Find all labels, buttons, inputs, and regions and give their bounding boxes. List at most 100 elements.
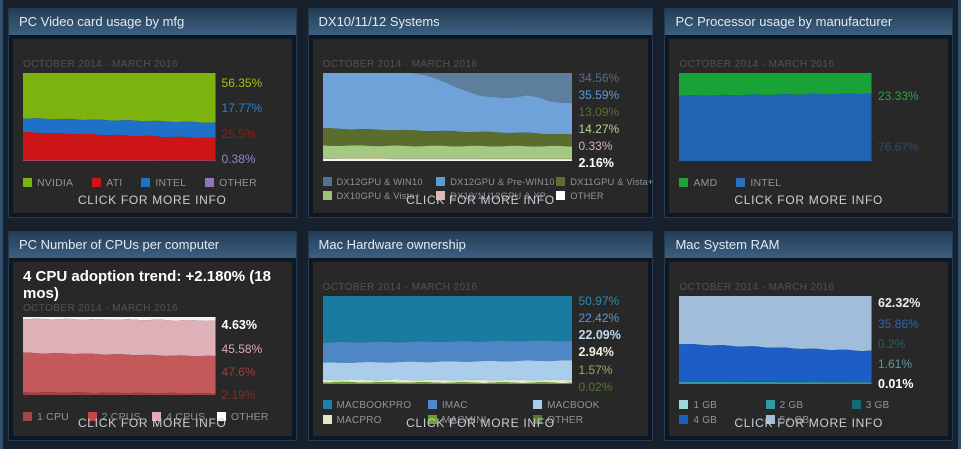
legend-label: OTHER: [230, 411, 269, 423]
legend-swatch-intel-icon: [736, 178, 746, 187]
percent-label: 13.09%: [578, 105, 620, 120]
stacked-area-chart[interactable]: [23, 317, 216, 395]
legend-label: 1 GB: [693, 400, 718, 411]
percent-label: 23.33%: [878, 88, 919, 103]
area-macbookpro: [322, 296, 573, 343]
date-range-label: OCTOBER 2014 - MARCH 2016: [679, 282, 835, 293]
legend: NVIDIA ATI INTEL OTHER: [23, 177, 282, 189]
legend-label: 2 CPUS: [101, 411, 141, 423]
area-5-gb: [679, 296, 872, 351]
panel-dx-systems[interactable]: DX10/11/12 Systems OCTOBER 2014 - MARCH …: [307, 8, 654, 218]
legend-item-1-gb: 1 GB: [679, 400, 765, 411]
legend-swatch-2-gb-icon: [765, 400, 775, 409]
more-info-link[interactable]: CLICK FOR MORE INFO: [77, 193, 227, 207]
area-4-gb: [679, 344, 872, 383]
percent-label: 56.35%: [221, 75, 263, 90]
stacked-area-chart[interactable]: [322, 296, 573, 384]
percent-label: 17.77%: [221, 101, 263, 116]
chart-row: 4.63% 45.58% 47.6% 2.19%: [23, 317, 282, 406]
percent-label: 45.58%: [221, 341, 263, 356]
trend-headline: 4 CPU adoption trend: +2.180% (18 mos): [23, 268, 271, 302]
legend-swatch-dx12gpu-pre-win10-icon: [436, 177, 446, 186]
area-macmini: [322, 381, 573, 384]
legend-item-dx10-11-12gpu-xp: DX10/11/12GPU & XP: [436, 191, 556, 201]
percent-label: 47.6%: [221, 364, 256, 379]
percent-label: 0.2%: [878, 336, 906, 351]
percent-label: 1.57%: [578, 362, 613, 377]
legend-swatch-1-cpu-icon: [23, 412, 32, 421]
area-intel: [23, 118, 216, 139]
legend-item-3-gb: 3 GB: [851, 400, 938, 411]
panel-mac-system-ram[interactable]: Mac System RAM OCTOBER 2014 - MARCH 2016…: [664, 231, 953, 441]
area-dx10-11-12gpu-xp: [322, 158, 573, 160]
legend-item-macpro: MACPRO: [322, 415, 428, 426]
panel-body: OCTOBER 2014 - MARCH 2016 56.35% 17.77% 25…: [13, 39, 292, 213]
legend-swatch-ati-icon: [92, 178, 102, 187]
percent-label: 0.38%: [221, 152, 256, 167]
panel-body: OCTOBER 2014 - MARCH 2016 34.56% 35.59% 13…: [312, 39, 653, 213]
date-range-label: OCTOBER 2014 - MARCH 2016: [23, 59, 178, 70]
legend-swatch-4-cpus-icon: [152, 412, 162, 421]
area-dx12gpu-pre-win10: [322, 73, 573, 135]
area-4-cpus: [23, 318, 216, 357]
percent-labels: 4.63% 45.58% 47.6% 2.19%: [222, 314, 282, 406]
area-dx11gpu-vista: [322, 128, 573, 147]
legend-label: 3 GB: [865, 400, 890, 411]
percent-label: 34.56%: [578, 71, 620, 86]
legend-swatch-3-gb-icon: [851, 400, 861, 409]
legend-label: 5+ GB: [779, 415, 810, 426]
legend-label: DX12GPU & WIN10: [336, 177, 423, 187]
area-dx12gpu-win10: [322, 73, 573, 104]
panel-title-bar: PC Number of CPUs per computer: [9, 232, 296, 259]
legend-swatch-dx12gpu-win10-icon: [322, 177, 332, 186]
panel-title: DX10/11/12 Systems: [318, 14, 440, 29]
legend-swatch-1-gb-icon: [679, 400, 689, 409]
panel-title-bar: PC Processor usage by manufacturer: [665, 9, 952, 36]
stacked-area-chart[interactable]: [23, 73, 216, 161]
legend-item-4-cpus: 4 CPUS: [152, 411, 217, 423]
legend-item-dx11gpu-vista: DX11GPU & Vista+: [556, 177, 653, 187]
legend-item-intel: INTEL: [736, 177, 781, 189]
legend: MACBOOKPRO IMAC MACBOOK MACPRO MACMINI OTHER: [322, 400, 639, 426]
legend-label: MACMINI: [441, 415, 487, 426]
panel-video-card-usage[interactable]: PC Video card usage by mfg OCTOBER 2014 …: [8, 8, 297, 218]
percent-label: 25.5%: [221, 126, 256, 141]
area-amd: [679, 73, 872, 97]
legend-swatch-intel-icon: [141, 178, 151, 187]
legend: 1 GB 2 GB 3 GB 4 GB 5+ GB: [679, 400, 938, 426]
more-info-link[interactable]: CLICK FOR MORE INFO: [77, 416, 227, 430]
legend-item-2-cpus: 2 CPUS: [87, 411, 153, 423]
legend-item-nvidia: NVIDIA: [23, 177, 73, 189]
legend-item-ati: ATI: [92, 177, 122, 189]
legend-swatch-macmini-icon: [427, 415, 437, 424]
legend-item-amd: AMD: [679, 177, 717, 189]
more-info-link[interactable]: CLICK FOR MORE INFO: [406, 416, 555, 430]
legend-label: INTEL: [155, 177, 187, 189]
panel-mac-hardware[interactable]: Mac Hardware ownership OCTOBER 2014 - MA…: [307, 231, 654, 441]
legend-item-macmini: MACMINI: [427, 415, 533, 426]
stacked-area-chart[interactable]: [322, 73, 573, 161]
percent-label: 76.67%: [878, 139, 919, 154]
percent-label: 50.97%: [578, 294, 620, 309]
chart-row: 23.33% 76.67%: [679, 73, 938, 172]
area-intel: [679, 93, 872, 161]
area-other: [23, 317, 216, 321]
panel-cpus-per-computer[interactable]: PC Number of CPUs per computer 4 CPU ado…: [8, 231, 297, 441]
legend-item-dx10gpu-vista: DX10GPU & Vista+: [322, 191, 437, 201]
percent-label: 2.16%: [578, 155, 614, 170]
panel-processor-usage[interactable]: PC Processor usage by manufacturer OCTOB…: [664, 8, 953, 218]
legend-swatch-imac-icon: [427, 400, 437, 409]
stacked-area-chart[interactable]: [679, 73, 872, 161]
panel-title-bar: Mac Hardware ownership: [308, 232, 653, 259]
more-info-link[interactable]: CLICK FOR MORE INFO: [734, 193, 884, 207]
percent-label: 0.01%: [878, 377, 914, 392]
percent-label: 0.33%: [578, 139, 613, 154]
percent-label: 22.09%: [578, 328, 621, 343]
panel-body: 4 CPU adoption trend: +2.180% (18 mos) O…: [13, 262, 292, 436]
stacked-area-chart[interactable]: [679, 296, 872, 384]
more-info-link[interactable]: CLICK FOR MORE INFO: [734, 416, 884, 430]
area-1-cpu: [23, 391, 216, 395]
legend-swatch-5-gb-icon: [765, 415, 775, 424]
legend-label: NVIDIA: [37, 177, 74, 189]
more-info-link[interactable]: CLICK FOR MORE INFO: [406, 193, 555, 207]
